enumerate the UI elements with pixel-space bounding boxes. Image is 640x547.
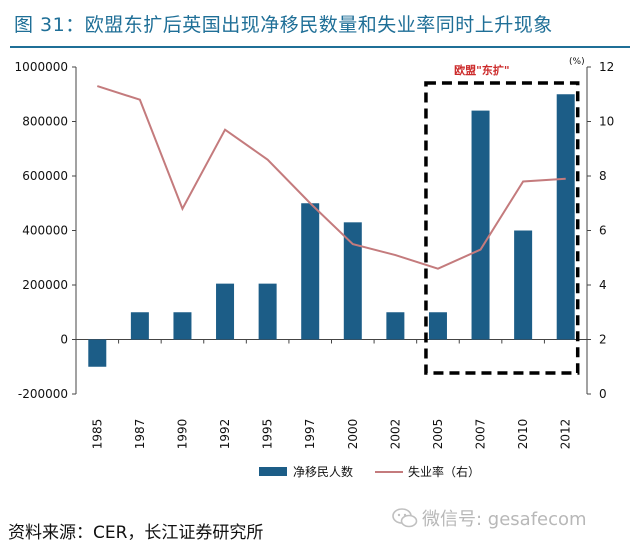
wechat-icon [392,507,418,533]
left-tick-label: 0 [60,333,68,347]
legend-swatch-bar [259,467,287,476]
bar [173,312,192,340]
x-tick-label: 1997 [303,419,317,450]
x-tick-label: 2007 [474,419,488,450]
bar-series [88,94,575,367]
left-tick-labels: -200000 0 200000 400000 600000 800000 1000000 [15,60,68,401]
left-tick-label: 600000 [22,169,68,183]
bar [343,222,362,340]
legend-label: 净移民人数 [293,464,353,479]
annotation-label: 欧盟"东扩" [454,63,509,77]
bar [258,283,277,340]
x-tick-label: 2002 [388,419,402,450]
unemployment-line [96,85,566,270]
x-tick-label: 1992 [218,419,232,450]
left-tick-label: 200000 [22,278,68,292]
bar [130,312,149,340]
bar [301,203,320,340]
chart-axes [72,66,591,395]
x-tick-labels: 1985 1987 1990 1992 1995 1997 2000 2002 2005 2007… [90,419,572,450]
left-tick-label: 800000 [22,115,68,129]
x-tick-label: 1987 [133,419,147,450]
left-tick-label: 1000000 [15,60,68,74]
title-underline [10,46,630,48]
bar [556,94,575,340]
left-tick-label: -200000 [18,387,68,401]
x-tick-label: 1995 [261,419,275,450]
bar [386,312,405,340]
x-tick-label: 1990 [175,419,189,450]
right-tick-label: 2 [599,333,607,347]
right-tick-label: 8 [599,169,607,183]
right-tick-labels: 0 2 4 6 8 10 12 (%) [569,57,614,401]
line-series [96,85,566,270]
east-expansion-box [424,81,580,375]
left-tick-label: 400000 [22,224,68,238]
bar [428,312,447,340]
right-tick-label: 12 [599,60,614,74]
legend-label: 失业率（右） [408,464,480,479]
figure-title: 图 31：欧盟东扩后英国出现净移民数量和失业率同时上升现象 [14,14,553,36]
right-tick-label: 4 [599,278,607,292]
legend: 净移民人数 失业率（右） [259,464,480,479]
x-tick-label: 2000 [346,419,360,450]
bar [88,339,107,367]
bar [216,283,235,340]
watermark-text: 微信号: gesafecom [422,509,587,530]
right-tick-label: 10 [599,115,614,129]
bar [514,230,533,340]
annotation: 欧盟"东扩" [424,63,580,375]
right-axis-unit: (%) [569,57,585,67]
x-tick-label: 2010 [516,419,530,450]
bar [471,110,490,340]
right-tick-label: 0 [599,387,607,401]
x-tick-label: 2012 [559,419,573,450]
x-tick-label: 1985 [90,419,104,450]
right-tick-label: 6 [599,224,607,238]
x-tick-label: 2005 [431,419,445,450]
source-note: 资料来源：CER，长江证券研究所 [8,523,264,543]
